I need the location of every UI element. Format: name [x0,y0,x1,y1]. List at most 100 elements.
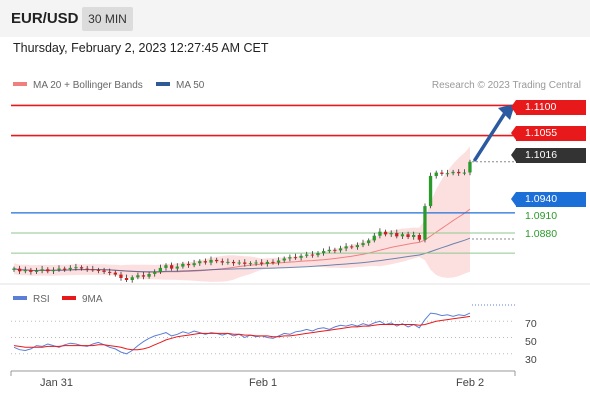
candle [271,259,275,265]
candle [79,265,84,271]
candle-body [468,161,472,173]
candle [198,259,202,266]
candle-body [372,235,376,241]
level-label-g2: 1.0880 [525,228,558,240]
instrument-title: EUR/USD [11,10,79,27]
candle [316,251,320,258]
candle [462,169,466,176]
candle-body [333,249,337,251]
candle [51,267,55,274]
candle-body [355,245,359,248]
last-price-tag: 1.1016 [511,148,586,163]
candle-body [18,268,22,272]
legend-ma20: MA 20 + Bollinger Bands [13,80,143,91]
candle-body [124,278,129,280]
candle [237,259,241,266]
candle-body [457,171,461,174]
candle-body [338,248,343,251]
candle-body [276,260,281,263]
candle [265,259,269,267]
candle [209,256,213,266]
candle-body [412,235,416,237]
candle [344,243,348,252]
candle [220,258,224,266]
candle-body [288,257,292,259]
candle-body [74,267,78,269]
candle-body [243,262,247,264]
candle [428,172,433,209]
ma20-swatch [13,82,27,87]
candle-body [209,259,213,263]
legend-rsi: RSI [13,294,50,305]
candle [445,169,450,177]
candle-body [12,268,16,270]
ma20-label: MA 20 + Bollinger Bands [33,80,143,91]
timeframe-button[interactable]: 30 MIN [82,7,133,31]
candle [12,266,16,272]
rsi-ma-label: 9MA [82,294,103,305]
candle [170,262,174,271]
candle [113,270,117,277]
candle-body [445,173,450,175]
candle-body [79,267,84,269]
candle [389,230,393,237]
candle [400,232,405,239]
candle [451,169,455,176]
candle-body [141,275,146,277]
candle-body [136,275,140,278]
candle [417,233,421,242]
rsi-level-70: 70 [525,318,537,330]
candle-body [248,263,253,265]
candle-body [34,270,39,272]
candle-body [361,243,365,246]
candle-body [305,254,309,256]
x-tick-label: Feb 2 [456,377,485,389]
candle-body [383,231,388,235]
candle [164,263,168,271]
candle [254,259,258,266]
candle [102,267,106,274]
candle-body [198,261,202,264]
candle [186,261,191,268]
candle [130,275,134,283]
candle [74,263,78,271]
candle [226,258,230,265]
candle [63,266,67,272]
candle [276,257,281,266]
candle-body [271,261,275,263]
timestamp: Thursday, February 2, 2023 12:27:45 AM C… [13,41,269,55]
candle-body [51,269,55,272]
candle [91,265,95,272]
candle-body [395,233,399,237]
candle [412,231,416,240]
candle [378,228,382,239]
candle [288,254,292,262]
candle [299,253,303,261]
candle [322,248,326,256]
ma50-swatch [156,82,170,87]
candle [260,259,264,266]
candle [46,267,50,274]
ma50-line [13,237,471,273]
rsi-ma-line [13,315,471,351]
candle-body [203,261,207,263]
level-tag-s1: 1.0940 [511,192,586,207]
candle [85,265,89,272]
candle [158,264,162,274]
candle-body [440,172,444,174]
candle-body [215,259,219,262]
candle-body [400,234,405,237]
candle-body [462,172,466,174]
candle-body [451,171,455,174]
candle [192,259,196,268]
candle-body [170,265,174,269]
candle [153,269,157,277]
candle-body [186,263,191,266]
level-tag-r1: 1.1055 [511,126,586,141]
rsi-level-30: 30 [525,354,537,366]
candle [457,169,461,176]
candle-body [91,269,95,271]
candle-body [417,235,421,240]
candle [141,271,146,280]
